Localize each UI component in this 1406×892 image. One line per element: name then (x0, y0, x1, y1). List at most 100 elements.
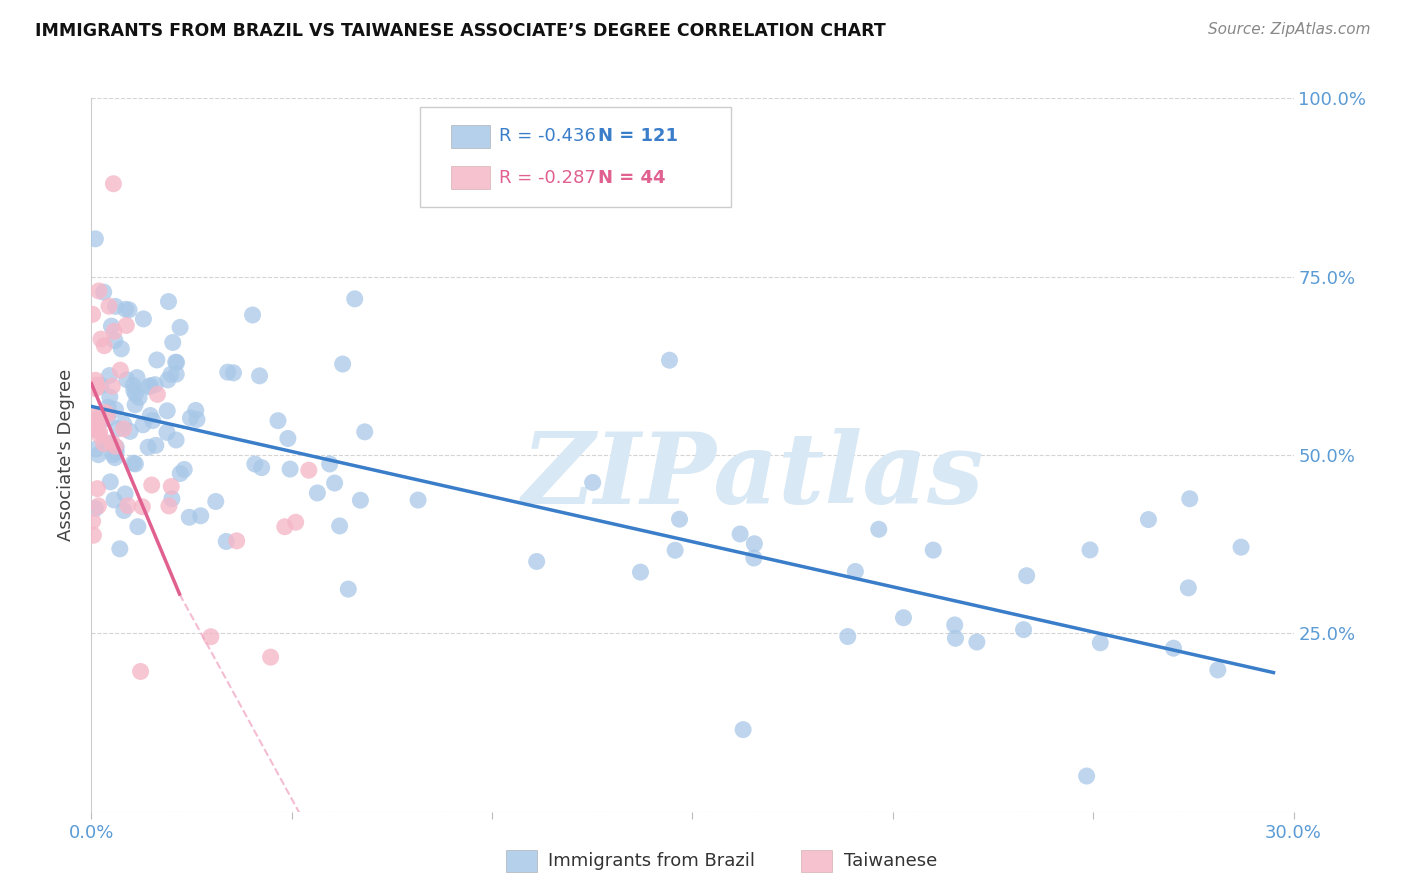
Point (86, 378, 108, 392)
Point (124, 398, 146, 412)
Point (84, 442, 107, 456)
Text: R = -0.436: R = -0.436 (499, 128, 596, 145)
Point (166, 355, 188, 369)
Point (87, 284, 110, 298)
Point (837, 630, 859, 644)
Point (115, 373, 138, 387)
Point (86, 482, 108, 496)
Point (243, 457, 266, 471)
Point (124, 457, 146, 471)
Point (217, 365, 239, 379)
Point (87, 499, 110, 513)
Point (84, 501, 107, 516)
Point (103, 492, 125, 507)
Point (122, 378, 145, 392)
Point (110, 363, 132, 377)
Point (122, 384, 145, 398)
Point (146, 387, 169, 401)
Point (112, 422, 135, 436)
Point (284, 515, 307, 529)
Point (124, 387, 146, 401)
Point (97, 436, 120, 450)
Point (1163, 641, 1185, 656)
Point (169, 320, 191, 334)
Point (307, 486, 329, 500)
Point (250, 460, 273, 475)
Point (87, 448, 110, 462)
Point (267, 414, 290, 428)
Point (103, 325, 125, 339)
Point (184, 403, 207, 417)
Point (86, 408, 108, 422)
Point (1206, 663, 1229, 677)
Text: Source: ZipAtlas.com: Source: ZipAtlas.com (1208, 22, 1371, 37)
Point (112, 417, 135, 431)
Point (139, 409, 162, 423)
Point (165, 433, 187, 447)
Text: ZIPatlas: ZIPatlas (522, 428, 984, 524)
Point (101, 448, 124, 462)
Point (277, 432, 299, 446)
Point (117, 499, 139, 513)
Point (97, 299, 120, 313)
Point (98, 475, 121, 489)
Point (1076, 769, 1098, 783)
Point (1177, 581, 1199, 595)
Point (122, 456, 145, 470)
Point (173, 462, 195, 476)
Point (89, 428, 111, 442)
Point (110, 342, 132, 356)
Point (87, 415, 110, 429)
Point (90, 332, 112, 346)
Text: N = 44: N = 44 (598, 169, 665, 186)
Point (943, 618, 966, 632)
Point (945, 632, 967, 646)
Point (128, 391, 150, 405)
Point (200, 630, 222, 644)
Point (179, 411, 201, 425)
Point (658, 353, 681, 368)
Text: Taiwanese: Taiwanese (844, 852, 936, 871)
Point (332, 357, 354, 371)
Point (329, 519, 352, 533)
Point (104, 450, 127, 465)
Point (337, 582, 360, 596)
Point (132, 312, 155, 326)
Point (82, 528, 104, 542)
Point (582, 475, 605, 490)
Point (222, 366, 245, 380)
Point (107, 422, 129, 436)
Point (157, 294, 180, 309)
Point (104, 299, 127, 313)
Point (108, 541, 131, 556)
Point (104, 439, 127, 453)
Point (744, 537, 766, 551)
Point (922, 543, 945, 558)
Point (105, 445, 128, 459)
Point (84, 232, 107, 246)
Point (318, 457, 340, 471)
Point (89, 409, 111, 424)
Point (82, 514, 104, 528)
Point (278, 462, 301, 476)
Point (162, 335, 184, 350)
Point (156, 404, 179, 418)
Point (966, 635, 988, 649)
Point (84, 373, 107, 387)
Point (86, 416, 108, 430)
Point (125, 370, 148, 384)
Point (1137, 512, 1160, 526)
Point (225, 533, 247, 548)
Text: R = -0.287: R = -0.287 (499, 169, 596, 186)
Point (146, 353, 169, 368)
Point (118, 302, 141, 317)
Point (104, 402, 127, 417)
Point (127, 519, 149, 533)
Point (156, 425, 179, 440)
Point (120, 425, 142, 439)
Point (274, 519, 297, 533)
Point (87, 415, 110, 429)
Point (114, 302, 136, 317)
Point (259, 650, 281, 665)
Point (84, 414, 107, 428)
